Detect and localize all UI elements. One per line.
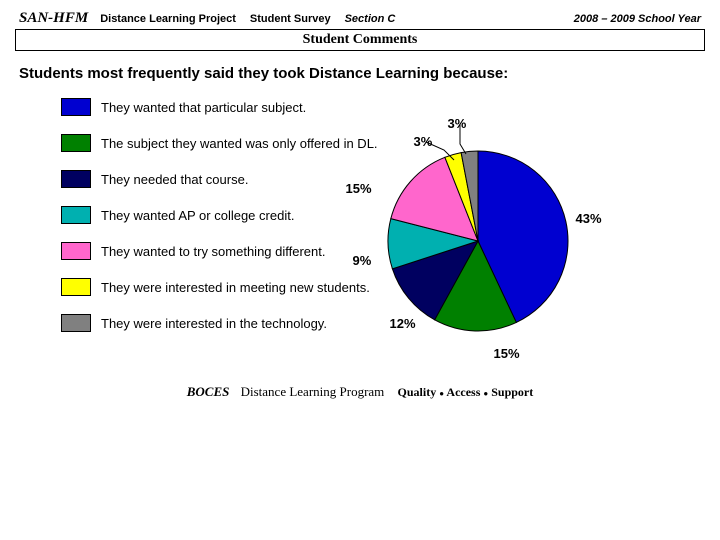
pct-label: 43%: [576, 211, 602, 226]
legend-label: The subject they wanted was only offered…: [101, 136, 378, 151]
content-area: They wanted that particular subject. The …: [15, 98, 705, 366]
tagline-word: Access: [446, 385, 480, 399]
legend-row: They wanted AP or college credit.: [61, 206, 378, 224]
pct-label: 15%: [346, 181, 372, 196]
legend-row: They wanted that particular subject.: [61, 98, 378, 116]
tagline-word: Support: [491, 385, 533, 399]
legend-label: They wanted that particular subject.: [101, 100, 306, 115]
legend-label: They wanted to try something different.: [101, 244, 326, 259]
legend-row: The subject they wanted was only offered…: [61, 134, 378, 152]
pct-label: 12%: [390, 316, 416, 331]
legend-row: They needed that course.: [61, 170, 378, 188]
legend-swatch: [61, 278, 91, 296]
pct-label: 3%: [414, 134, 433, 149]
legend-label: They were interested in the technology.: [101, 316, 327, 331]
header-year: 2008 – 2009 School Year: [574, 13, 701, 25]
pct-label: 9%: [353, 253, 372, 268]
legend: They wanted that particular subject. The …: [61, 98, 378, 350]
legend-label: They wanted AP or college credit.: [101, 208, 294, 223]
header-row: SAN-HFM Distance Learning Project Studen…: [15, 10, 705, 29]
pct-label: 3%: [448, 116, 467, 131]
legend-row: They were interested in meeting new stud…: [61, 278, 378, 296]
question-text: Students most frequently said they took …: [19, 65, 705, 82]
footer-brand: BOCES: [187, 384, 230, 399]
pie-chart: 43% 15% 12% 9% 15% 3% 3%: [348, 106, 608, 366]
legend-swatch: [61, 170, 91, 188]
legend-label: They were interested in meeting new stud…: [101, 280, 370, 295]
legend-swatch: [61, 242, 91, 260]
footer-tagline: Quality ● Access ● Support: [398, 385, 534, 399]
pct-label: 15%: [494, 346, 520, 361]
legend-row: They were interested in the technology.: [61, 314, 378, 332]
legend-swatch: [61, 206, 91, 224]
footer: BOCES Distance Learning Program Quality …: [15, 384, 705, 400]
legend-swatch: [61, 314, 91, 332]
tagline-word: Quality: [398, 385, 437, 399]
header-section: Section C: [345, 13, 396, 25]
footer-program: Distance Learning Program: [241, 384, 385, 399]
title-box: Student Comments: [15, 29, 705, 51]
header-brand: SAN-HFM: [19, 10, 88, 27]
legend-row: They wanted to try something different.: [61, 242, 378, 260]
legend-label: They needed that course.: [101, 172, 248, 187]
legend-swatch: [61, 134, 91, 152]
header-project: Distance Learning Project: [100, 13, 236, 25]
legend-swatch: [61, 98, 91, 116]
header-survey: Student Survey: [250, 13, 331, 25]
